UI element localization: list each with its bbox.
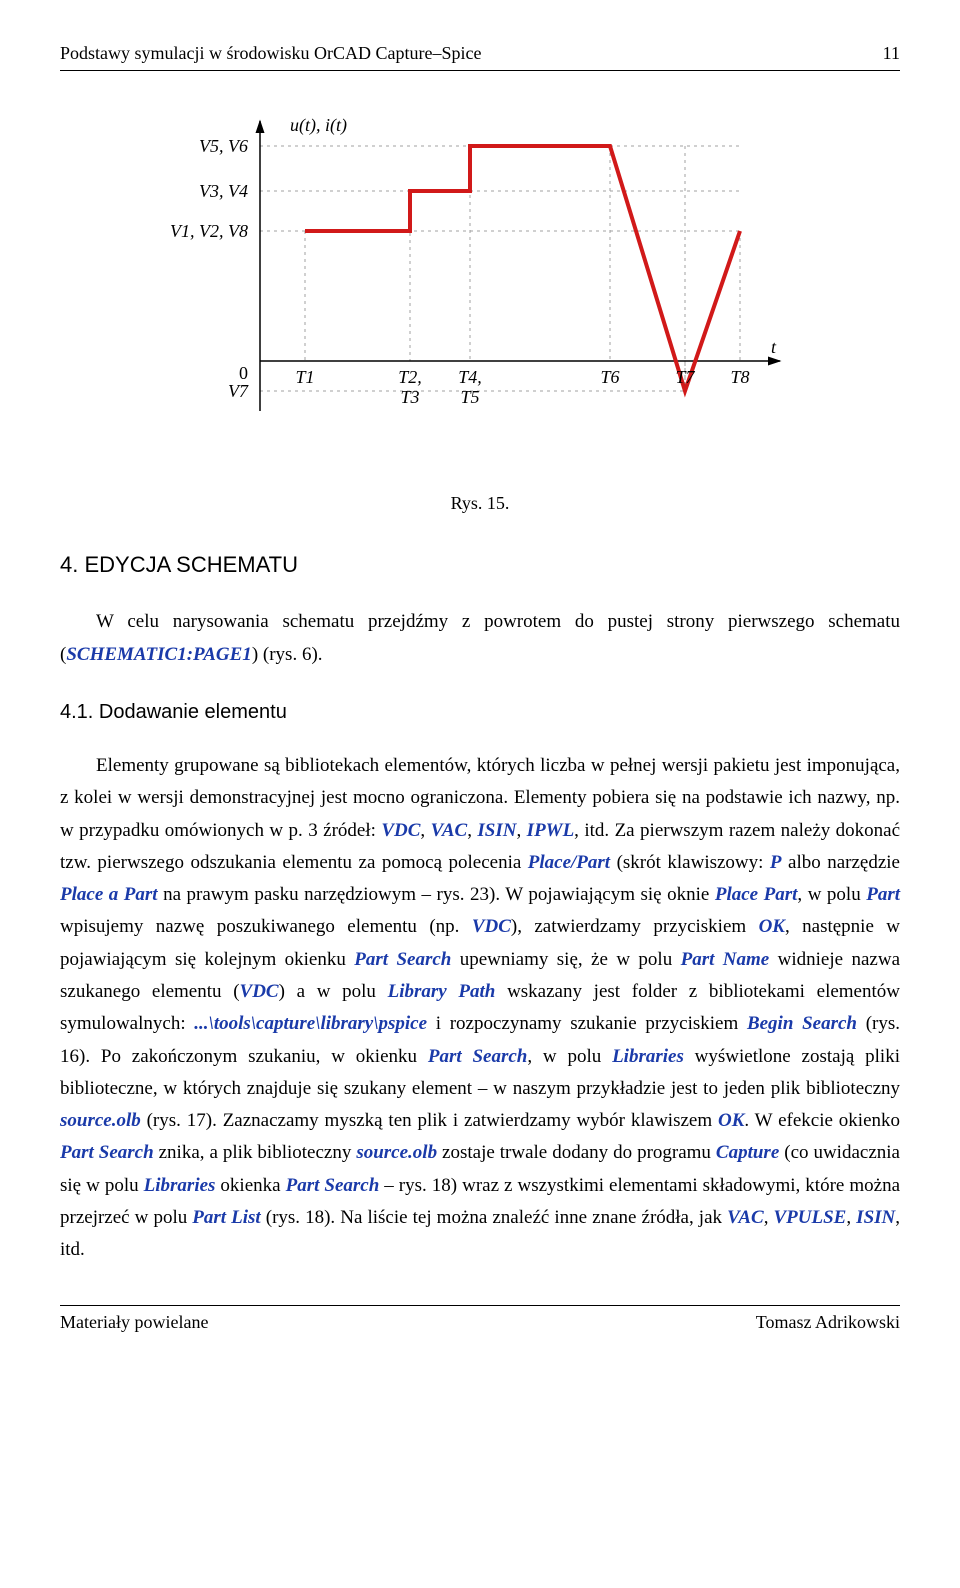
text-run: . W efekcie okienko <box>744 1110 900 1131</box>
keyword-ipwl: IPWL <box>527 820 575 841</box>
text-run: , <box>420 820 430 841</box>
keyword-part-name: Part Name <box>681 949 770 970</box>
text-run: , <box>516 820 526 841</box>
section-4-1-paragraph: Elementy grupowane są bibliotekach eleme… <box>60 750 900 1267</box>
section-4-1-heading: 4.1. Dodawanie elementu <box>60 697 900 728</box>
text-run: ) a w polu <box>279 981 388 1002</box>
keyword-capture: Capture <box>716 1142 779 1163</box>
chart-svg: u(t), i(t) V5, V6 V3, V4 V1, V2, V8 V70 T1 T2,… <box>130 111 830 471</box>
keyword-place-part: Place/Part <box>528 852 610 873</box>
svg-text:T8: T8 <box>730 367 749 387</box>
svg-text:V5, V6: V5, V6 <box>199 136 248 156</box>
text-run: , w polu <box>527 1046 612 1067</box>
keyword-vdc: VDC <box>381 820 420 841</box>
keyword-p: P <box>770 852 782 873</box>
page-footer: Materiały powielane Tomasz Adrikowski <box>60 1305 900 1337</box>
keyword-isin: ISIN <box>477 820 516 841</box>
waveform-chart: u(t), i(t) V5, V6 V3, V4 V1, V2, V8 V70 T1 T2,… <box>130 111 830 480</box>
keyword-ok: OK <box>759 916 785 937</box>
keyword-isin: ISIN <box>856 1207 895 1228</box>
keyword-vdc: VDC <box>240 981 279 1002</box>
keyword-part-search: Part Search <box>354 949 451 970</box>
page-header: Podstawy symulacji w środowisku OrCAD Ca… <box>60 40 900 71</box>
keyword-part: Part <box>866 884 900 905</box>
svg-text:T6: T6 <box>600 367 619 387</box>
keyword-ok: OK <box>718 1110 744 1131</box>
text-run: ) (rys. 6). <box>252 644 323 665</box>
svg-text:T2,: T2, <box>398 367 422 387</box>
keyword-vpulse: VPULSE <box>774 1207 847 1228</box>
footer-right: Tomasz Adrikowski <box>756 1309 900 1337</box>
svg-text:t: t <box>771 337 777 357</box>
text-run: znika, a plik biblioteczny <box>154 1142 357 1163</box>
text-run: zostaje trwale dodany do programu <box>437 1142 716 1163</box>
text-run: (skrót klawiszowy: <box>610 852 770 873</box>
text-run: , <box>764 1207 774 1228</box>
text-run: i rozpoczynamy szukanie przyciskiem <box>427 1013 747 1034</box>
keyword-part-search: Part Search <box>428 1046 528 1067</box>
text-run: , w polu <box>797 884 866 905</box>
svg-text:T1: T1 <box>295 367 314 387</box>
keyword-vac: VAC <box>431 820 468 841</box>
keyword-begin-search: Begin Search <box>747 1013 857 1034</box>
section-4-heading: 4. EDYCJA SCHEMATU <box>60 548 900 582</box>
svg-text:0: 0 <box>239 363 248 383</box>
keyword-libraries: Libraries <box>144 1175 216 1196</box>
figure-caption: Rys. 15. <box>60 490 900 518</box>
text-run: albo narzędzie <box>782 852 900 873</box>
text-run: ), zatwierdzamy przyciskiem <box>511 916 759 937</box>
text-run: na prawym pasku narzędziowym – rys. 23).… <box>158 884 715 905</box>
svg-text:V1, V2, V8: V1, V2, V8 <box>170 221 248 241</box>
svg-text:T4,: T4, <box>458 367 482 387</box>
text-run: (rys. 18). Na liście tej można znaleźć i… <box>261 1207 727 1228</box>
keyword-path: ...\tools\capture\library\pspice <box>194 1013 427 1034</box>
svg-text:V7: V7 <box>228 381 249 401</box>
text-run: okienka <box>215 1175 285 1196</box>
svg-text:T5: T5 <box>460 387 479 407</box>
keyword-library-path: Library Path <box>388 981 496 1002</box>
keyword-part-list: Part List <box>192 1207 260 1228</box>
keyword-part-search: Part Search <box>286 1175 380 1196</box>
svg-text:V3, V4: V3, V4 <box>199 181 248 201</box>
schematic-ref: SCHEMATIC1:PAGE1 <box>66 644 251 665</box>
keyword-source-olb: source.olb <box>60 1110 141 1131</box>
header-left: Podstawy symulacji w środowisku OrCAD Ca… <box>60 40 481 68</box>
text-run: wpisujemy nazwę poszukiwanego elementu (… <box>60 916 472 937</box>
keyword-vac: VAC <box>727 1207 764 1228</box>
keyword-source-olb: source.olb <box>356 1142 437 1163</box>
text-run: upewniamy się, że w polu <box>451 949 680 970</box>
svg-text:T7: T7 <box>675 367 695 387</box>
keyword-libraries: Libraries <box>612 1046 684 1067</box>
text-run: (rys. 17). Zaznaczamy myszką ten plik i … <box>141 1110 718 1131</box>
section-4-paragraph: W celu narysowania schematu przejdźmy z … <box>60 606 900 671</box>
header-page-number: 11 <box>883 40 900 68</box>
keyword-vdc: VDC <box>472 916 511 937</box>
keyword-part-search: Part Search <box>60 1142 154 1163</box>
svg-text:T3: T3 <box>400 387 419 407</box>
keyword-place-a-part: Place a Part <box>60 884 158 905</box>
keyword-place-part: Place Part <box>715 884 798 905</box>
footer-left: Materiały powielane <box>60 1309 208 1337</box>
svg-text:u(t), i(t): u(t), i(t) <box>290 115 347 136</box>
text-run: , <box>467 820 477 841</box>
text-run: , <box>846 1207 856 1228</box>
